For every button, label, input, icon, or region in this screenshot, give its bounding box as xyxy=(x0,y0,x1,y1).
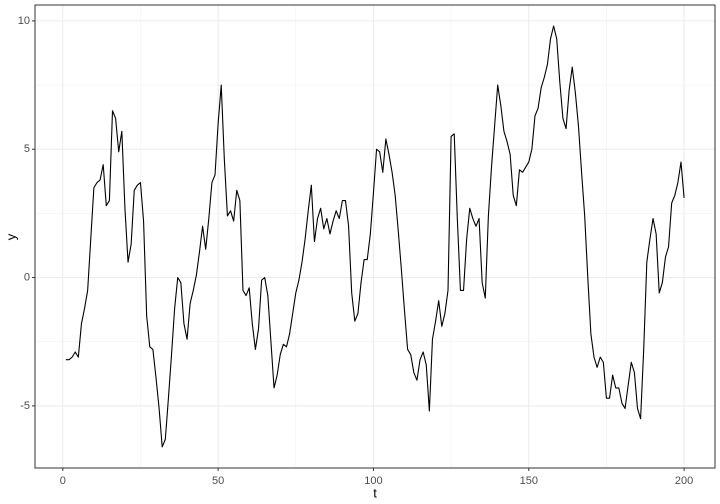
y-tick-label: 10 xyxy=(18,15,30,27)
y-tick-label: -5 xyxy=(20,400,30,412)
panel-border xyxy=(34,4,716,469)
x-tick-label: 200 xyxy=(675,475,693,487)
y-tick-label: 5 xyxy=(24,143,30,155)
plot-area xyxy=(65,25,685,448)
grid xyxy=(35,5,715,468)
x-tick-label: 150 xyxy=(520,475,538,487)
x-tick-label: 50 xyxy=(212,475,224,487)
x-axis-title: t xyxy=(373,485,377,500)
y-tick-label: 0 xyxy=(24,271,30,283)
x-tick-label: 0 xyxy=(60,475,66,487)
x-tick-label: 100 xyxy=(364,475,382,487)
y-axis-title: y xyxy=(3,233,18,240)
line xyxy=(65,25,685,448)
